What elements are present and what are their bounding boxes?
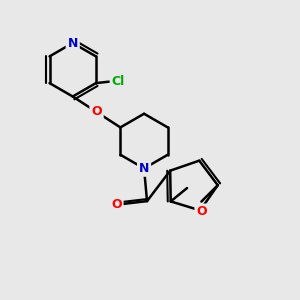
Text: O: O <box>111 198 122 211</box>
Text: N: N <box>68 37 78 50</box>
Text: O: O <box>196 206 207 218</box>
Text: O: O <box>91 106 102 118</box>
Text: N: N <box>139 162 149 175</box>
Text: Cl: Cl <box>112 75 125 88</box>
